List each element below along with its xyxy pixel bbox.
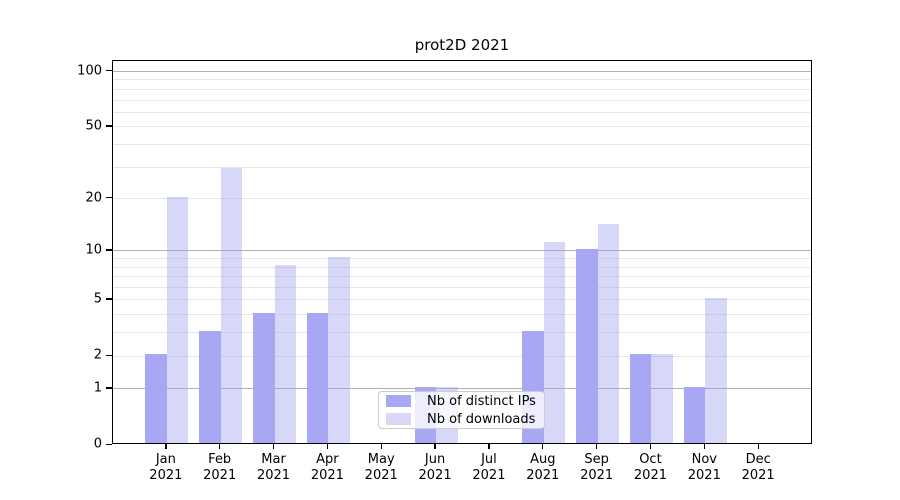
bar-apr-downloads bbox=[328, 256, 350, 443]
x-tick-mark-mar bbox=[272, 444, 275, 449]
bar-mar-downloads bbox=[274, 265, 297, 443]
gridline-30 bbox=[113, 166, 811, 168]
bar-aug-downloads bbox=[543, 241, 566, 443]
gridline-40 bbox=[113, 143, 811, 145]
x-tick-label-oct: Oct 2021 bbox=[633, 452, 667, 483]
y-tick-label-2: 2 bbox=[93, 347, 102, 363]
x-tick-label-feb: Feb 2021 bbox=[203, 452, 237, 483]
bar-feb-downloads bbox=[220, 167, 243, 443]
x-tick-label-may: May 2021 bbox=[364, 452, 398, 483]
y-tick-label-20: 20 bbox=[85, 190, 102, 206]
x-tick-label-sep: Sep 2021 bbox=[580, 452, 614, 483]
gridline-2 bbox=[113, 355, 811, 357]
x-tick-mark-apr bbox=[326, 444, 329, 449]
x-tick-label-apr: Apr 2021 bbox=[310, 452, 344, 483]
y-tick-mark-2 bbox=[106, 354, 112, 356]
bar-mar-distinct-ips bbox=[253, 312, 275, 443]
legend-label-distinct-ips: Nb of distinct IPs bbox=[427, 393, 536, 409]
legend-label-downloads: Nb of downloads bbox=[427, 411, 536, 427]
x-tick-mark-jan bbox=[165, 444, 167, 449]
x-tick-label-dec: Dec 2021 bbox=[741, 452, 775, 483]
legend-swatch-downloads-icon bbox=[386, 413, 411, 425]
gridline-5 bbox=[113, 299, 811, 301]
gridline-60 bbox=[113, 111, 811, 113]
gridline-7 bbox=[113, 276, 811, 278]
x-tick-mark-nov bbox=[703, 444, 705, 449]
y-tick-label-50: 50 bbox=[85, 118, 102, 134]
gridline-100 bbox=[113, 71, 811, 72]
gridline-6 bbox=[113, 287, 811, 289]
bar-nov-distinct-ips bbox=[683, 386, 706, 443]
y-tick-label-5: 5 bbox=[93, 291, 102, 307]
x-tick-label-mar: Mar 2021 bbox=[256, 452, 291, 483]
y-tick-mark-5 bbox=[106, 298, 112, 300]
y-tick-label-10: 10 bbox=[85, 242, 102, 258]
y-tick-mark-100 bbox=[106, 70, 112, 72]
gridline-80 bbox=[113, 88, 811, 90]
x-tick-label-nov: Nov 2021 bbox=[687, 452, 721, 483]
x-tick-mark-oct bbox=[649, 444, 652, 449]
x-tick-mark-may bbox=[380, 444, 382, 449]
legend-item-distinct-ips: Nb of distinct IPs bbox=[379, 392, 544, 410]
gridline-10 bbox=[113, 250, 811, 252]
gridline-8 bbox=[113, 266, 811, 268]
legend-swatch-distinct-ips-icon bbox=[386, 395, 411, 407]
x-tick-label-aug: Aug 2021 bbox=[526, 452, 560, 483]
gridline-50 bbox=[113, 126, 811, 128]
x-tick-label-jun: Jun 2021 bbox=[418, 452, 452, 483]
bar-sep-distinct-ips bbox=[576, 248, 598, 443]
x-tick-label-jul: Jul 2021 bbox=[472, 452, 506, 483]
chart-title: prot2D 2021 bbox=[414, 36, 510, 54]
plot-area bbox=[112, 60, 812, 444]
bar-nov-downloads bbox=[705, 298, 727, 443]
y-tick-label-1: 1 bbox=[93, 380, 102, 396]
y-tick-mark-20 bbox=[106, 197, 112, 199]
y-tick-label-0: 0 bbox=[93, 436, 102, 452]
bar-sep-downloads bbox=[597, 223, 620, 443]
y-tick-mark-0 bbox=[106, 443, 112, 445]
x-tick-mark-jul bbox=[488, 444, 490, 449]
x-tick-mark-sep bbox=[596, 444, 598, 449]
x-tick-mark-feb bbox=[219, 444, 221, 449]
y-tick-mark-10 bbox=[106, 249, 112, 251]
y-tick-label-100: 100 bbox=[77, 63, 102, 78]
bar-jan-distinct-ips bbox=[145, 354, 167, 443]
gridline-90 bbox=[113, 79, 811, 81]
x-tick-mark-aug bbox=[542, 444, 544, 449]
bar-jan-downloads bbox=[166, 196, 189, 443]
x-tick-mark-dec bbox=[757, 444, 759, 449]
legend: Nb of distinct IPs Nb of downloads bbox=[378, 391, 545, 429]
gridline-1 bbox=[113, 388, 811, 390]
y-tick-mark-50 bbox=[106, 125, 112, 127]
gridline-3 bbox=[113, 332, 811, 334]
gridline-9 bbox=[113, 258, 811, 260]
x-tick-label-jan: Jan 2021 bbox=[149, 452, 183, 483]
gridline-4 bbox=[113, 314, 811, 316]
gridline-20 bbox=[113, 198, 811, 200]
legend-item-downloads: Nb of downloads bbox=[379, 410, 544, 428]
gridline-70 bbox=[113, 99, 811, 101]
x-tick-mark-jun bbox=[434, 444, 436, 449]
bar-oct-distinct-ips bbox=[629, 354, 652, 443]
y-tick-mark-1 bbox=[106, 387, 112, 389]
bar-feb-distinct-ips bbox=[199, 330, 221, 443]
bar-apr-distinct-ips bbox=[306, 312, 329, 443]
bar-oct-downloads bbox=[651, 354, 673, 443]
